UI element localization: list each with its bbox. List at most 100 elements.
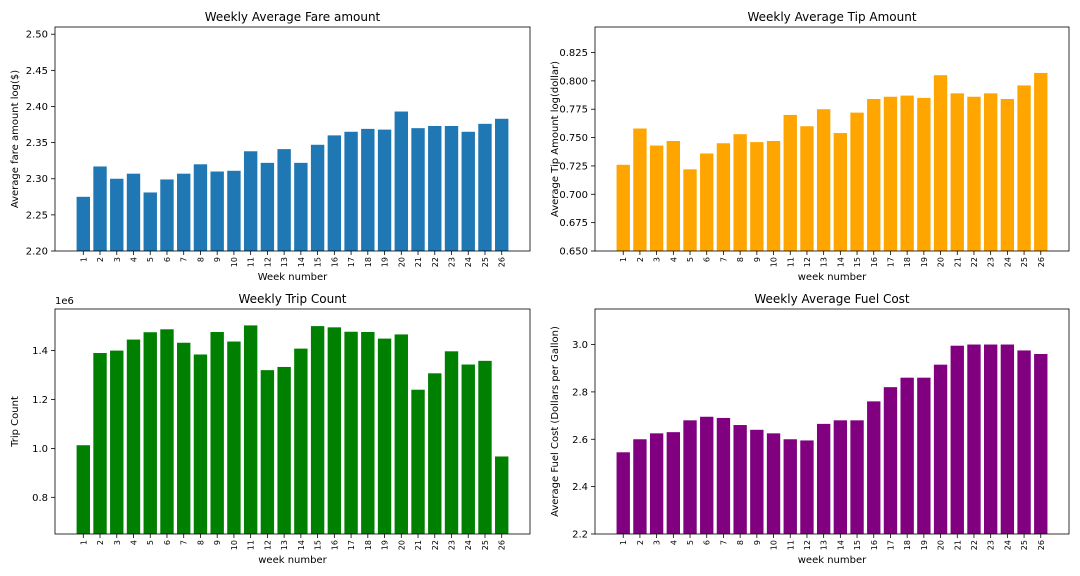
bar-week-4 (126, 339, 141, 534)
bar-week-25 (1017, 85, 1031, 251)
x-tick-label: 13 (280, 540, 289, 550)
bar-week-25 (478, 360, 492, 534)
x-tick-label: 12 (263, 257, 272, 267)
bar-week-26 (495, 456, 509, 534)
bar-week-8 (733, 425, 747, 534)
bar-week-18 (361, 128, 375, 251)
y-tick-label: 1.0 (32, 444, 48, 455)
x-tick-label: 8 (196, 540, 205, 545)
bar-week-13 (816, 109, 831, 251)
bar-week-5 (683, 420, 697, 534)
bar-week-3 (110, 350, 124, 534)
x-tick-label: 20 (937, 540, 946, 550)
x-tick-label: 10 (230, 257, 239, 267)
x-tick-label: 16 (870, 540, 879, 550)
x-tick-label: 19 (381, 540, 390, 550)
y-tick-label: 0.8 (32, 493, 48, 504)
x-tick-label: 4 (669, 540, 678, 545)
y-axis-label: Average Tip Amount log(dollar) (550, 61, 561, 217)
chart-title: Weekly Trip Count (238, 292, 346, 306)
y-tick-label: 2.8 (572, 387, 588, 398)
x-tick-label: 9 (213, 540, 222, 545)
x-tick-label: 15 (853, 540, 862, 550)
x-tick-label: 4 (130, 257, 139, 262)
bar-week-3 (649, 145, 664, 251)
y-tick-label: 2.4 (572, 482, 588, 493)
x-tick-label: 9 (213, 257, 222, 262)
bar-week-18 (900, 377, 914, 534)
bar-week-15 (850, 112, 864, 251)
bar-week-17 (344, 131, 358, 251)
bar-week-7 (716, 417, 731, 534)
x-tick-label: 1 (619, 257, 628, 262)
chart-weekly-average-tip: 0.650 0.675 0.700 0.725 0.750 0.775 0.800 0.825… (550, 10, 1070, 283)
bar-week-20 (933, 75, 948, 251)
x-tick-label: 7 (180, 540, 189, 545)
x-tick-label: 16 (870, 257, 879, 267)
y-tick-label: 2.35 (26, 138, 48, 149)
bar-week-16 (327, 327, 342, 534)
x-tick-label: 16 (330, 540, 339, 550)
bar-week-10 (766, 433, 781, 534)
bar-week-14 (833, 133, 848, 251)
bar-week-15 (850, 420, 864, 534)
bar-week-2 (633, 128, 647, 251)
x-tick-label: 1 (619, 540, 628, 545)
x-tick-label: 16 (330, 257, 339, 267)
y-tick-label: 0.650 (559, 247, 588, 258)
bar-week-9 (210, 331, 224, 534)
x-tick-label: 21 (953, 540, 962, 550)
x-tick-label: 10 (230, 540, 239, 550)
x-tick-label: 7 (180, 257, 189, 262)
x-tick-label: 7 (719, 257, 728, 262)
bar-week-26 (495, 118, 509, 252)
x-tick-label: 24 (464, 540, 473, 550)
bar-week-24 (1000, 99, 1015, 252)
y-tick-label: 2.20 (26, 247, 48, 258)
bar-week-2 (93, 166, 107, 251)
x-tick-label: 8 (196, 257, 205, 262)
x-tick-label: 26 (1037, 540, 1046, 550)
bar-week-9 (210, 171, 224, 251)
x-tick-label: 6 (163, 257, 172, 262)
x-tick-label: 3 (113, 257, 122, 262)
chart-title: Weekly Average Fare amount (205, 10, 381, 24)
bar-week-6 (700, 153, 714, 251)
x-tick-label: 9 (753, 257, 762, 262)
bar-week-19 (377, 129, 392, 251)
axes-frame (54, 308, 531, 535)
bar-week-9 (750, 142, 764, 251)
bar-week-10 (766, 140, 781, 251)
x-tick-label: 3 (113, 540, 122, 545)
bar-week-9 (750, 429, 764, 534)
bar-week-5 (143, 192, 157, 251)
bar-week-21 (950, 345, 964, 534)
y-tick-label: 0.725 (559, 161, 588, 172)
bar-week-15 (310, 144, 325, 251)
x-tick-label: 22 (970, 257, 979, 267)
x-tick-label: 23 (987, 257, 996, 267)
bar-week-12 (800, 126, 814, 251)
x-axis-label: Week number (258, 272, 328, 283)
x-tick-label: 22 (431, 257, 440, 267)
bar-week-24 (461, 131, 475, 251)
x-tick-label: 14 (297, 540, 306, 550)
bar-week-23 (444, 351, 459, 534)
bar-week-16 (867, 401, 881, 534)
x-tick-label: 6 (703, 540, 712, 545)
x-tick-label: 17 (347, 257, 356, 267)
x-tick-label: 20 (397, 257, 406, 267)
x-tick-label: 22 (431, 540, 440, 550)
x-tick-label: 21 (414, 540, 423, 550)
x-tick-label: 18 (364, 257, 373, 267)
bar-week-25 (478, 123, 492, 251)
y-tick-label: 2.40 (26, 102, 48, 113)
bar-week-8 (193, 354, 208, 534)
bar-week-18 (361, 331, 375, 534)
axes-frame (594, 26, 1070, 252)
bar-week-14 (833, 420, 848, 534)
x-tick-label: 17 (886, 540, 895, 550)
x-tick-label: 3 (653, 257, 662, 262)
bar-week-11 (243, 325, 258, 534)
x-tick-label: 17 (347, 540, 356, 550)
